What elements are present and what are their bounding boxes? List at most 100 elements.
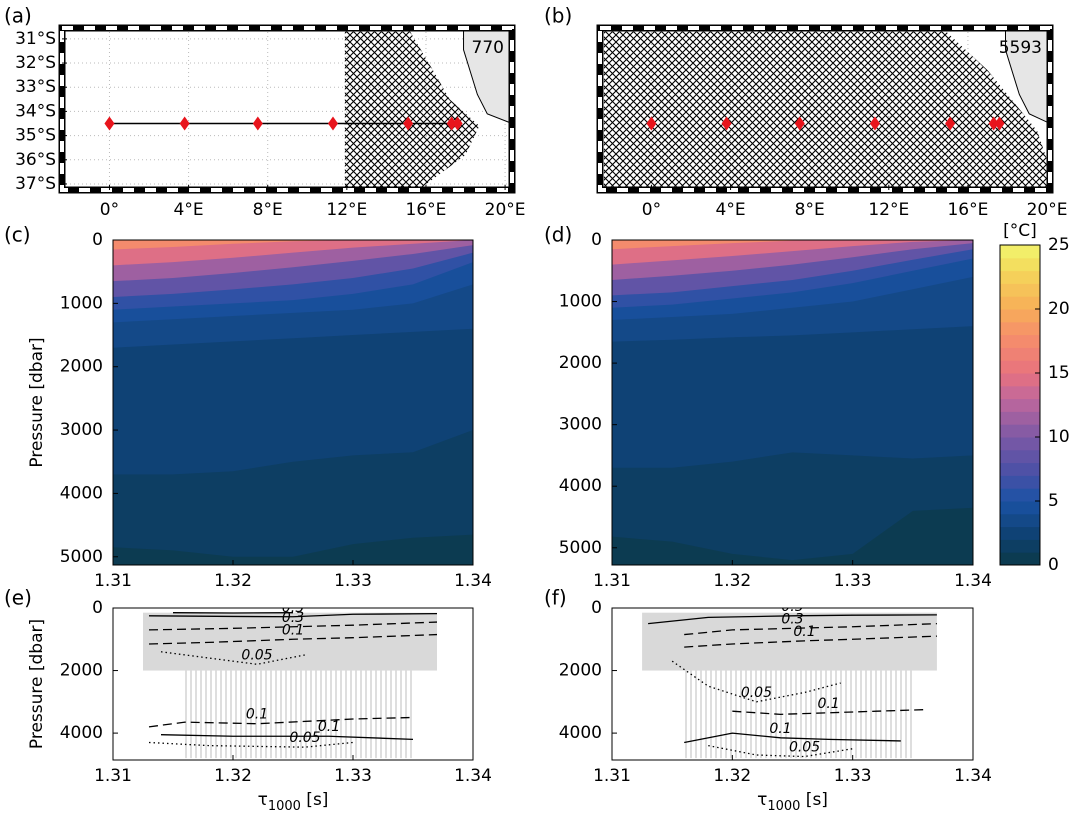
isotherm-band: [113, 240, 473, 250]
contour-line: [708, 744, 853, 758]
x-tick-label: 1.33: [834, 766, 872, 786]
colorbar-band: [1000, 347, 1040, 361]
contour-line: [684, 732, 901, 744]
colorbar-band: [1000, 475, 1040, 489]
colorbar-band: [1000, 385, 1040, 400]
map-frame-dashes: [60, 26, 514, 192]
contour-label: 0.05: [289, 730, 320, 746]
y-tick-label: 32°S: [15, 53, 56, 73]
y-axis-label: Pressure [dbar]: [27, 337, 47, 467]
panel-label: (f): [544, 586, 567, 610]
panel-label: (d): [544, 223, 572, 247]
contour-line: [684, 635, 937, 648]
plot-area: [113, 240, 473, 565]
float-profiles: [344, 31, 480, 189]
panel-label: (e): [4, 586, 32, 610]
contour-label: 0.5: [781, 599, 803, 615]
contour-line: [732, 708, 925, 715]
station: [104, 116, 115, 131]
contour-line: [148, 612, 438, 618]
isotherm-band: [612, 240, 973, 265]
contour-label: 0.1: [246, 707, 268, 723]
y-tick-label: 0: [591, 598, 602, 618]
data-coverage: [143, 612, 437, 671]
colorbar-band: [1000, 526, 1040, 540]
colorbar-label: [°C]: [1003, 221, 1037, 241]
plot-area: 0.50.30.10.050.10.10.05: [612, 599, 973, 760]
x-tick-label: 1.34: [954, 571, 992, 591]
y-tick-label: 1000: [559, 292, 602, 312]
colorbar-band: [1000, 424, 1040, 438]
x-tick-label: 8°E: [253, 200, 283, 220]
panel-label: (c): [4, 223, 31, 247]
y-tick-label: 2000: [559, 661, 602, 681]
y-tick-label: 0: [92, 230, 103, 250]
x-axis-label: τ1000 [s]: [757, 790, 828, 814]
sparse-coverage: [185, 670, 413, 759]
colorbar-tick-label: 25: [1048, 235, 1070, 255]
colorbar-band: [1000, 513, 1040, 528]
profile-count: 5593: [999, 38, 1042, 58]
x-label-subscript: 1000: [767, 799, 800, 814]
x-tick-label: 0°: [642, 200, 661, 220]
colorbar-tick-label: 10: [1048, 427, 1070, 447]
plot-area: 5593: [600, 28, 1050, 190]
contour-label: 1.5: [222, 596, 244, 612]
x-tick-label: 1.32: [214, 766, 252, 786]
colorbar-band: [1000, 245, 1040, 259]
contour-label: 0.1: [817, 696, 839, 712]
station: [403, 116, 414, 131]
x-tick-label: 1.33: [834, 571, 872, 591]
x-tick-label: 1.31: [94, 766, 132, 786]
contour-line: [684, 622, 937, 636]
contour-label: 0.05: [241, 647, 272, 663]
x-label-subscript: 1000: [268, 799, 301, 814]
colorbar-band: [1000, 270, 1040, 284]
y-tick-label: 5000: [559, 538, 602, 558]
station: [252, 116, 263, 131]
station: [794, 116, 805, 131]
colorbar-band: [1000, 488, 1040, 502]
x-tick-label: 1.31: [593, 571, 631, 591]
contour-line: [148, 716, 414, 728]
colorbar-tick-label: 20: [1048, 299, 1070, 319]
contour-label: 0.3: [781, 611, 803, 627]
y-tick-label: 4000: [559, 476, 602, 496]
station: [869, 116, 880, 131]
y-tick-label: 33°S: [15, 77, 56, 97]
station: [945, 116, 956, 131]
contour-line: [160, 734, 414, 741]
colorbar-band: [1000, 552, 1040, 566]
x-tick-label: 4°E: [174, 200, 204, 220]
y-tick-label: 4000: [559, 723, 602, 743]
x-tick-label: 1.34: [954, 766, 992, 786]
x-label-symbol: τ: [757, 790, 767, 810]
colorbar-band: [1000, 360, 1040, 374]
contour-line: [148, 633, 438, 645]
colorbar-band: [1000, 398, 1040, 412]
plot-area: [612, 240, 973, 565]
colorbar-band: [1000, 309, 1040, 323]
x-tick-label: 1.34: [454, 766, 492, 786]
contour-label: 0.1: [793, 624, 815, 640]
station: [646, 116, 657, 131]
panel-label: (b): [544, 4, 572, 28]
x-tick-label: 20°E: [485, 200, 526, 220]
x-tick-label: 1.31: [593, 766, 631, 786]
axes-frame: [611, 607, 974, 761]
colorbar-tick-label: 5: [1048, 491, 1059, 511]
x-tick-label: 1.32: [713, 571, 751, 591]
colorbar-band: [1000, 334, 1040, 348]
contour-line: [671, 660, 841, 703]
contour-line: [648, 614, 937, 625]
colorbar-band: [1000, 437, 1040, 451]
x-tick-label: 20°E: [1027, 200, 1068, 220]
station: [446, 116, 457, 131]
x-tick-label: 0°: [100, 200, 119, 220]
float-profiles: [603, 31, 1048, 187]
x-label-unit: [s]: [800, 790, 828, 810]
land: [1004, 28, 1050, 125]
axes-frame: [112, 607, 474, 761]
x-tick-label: 4°E: [716, 200, 746, 220]
